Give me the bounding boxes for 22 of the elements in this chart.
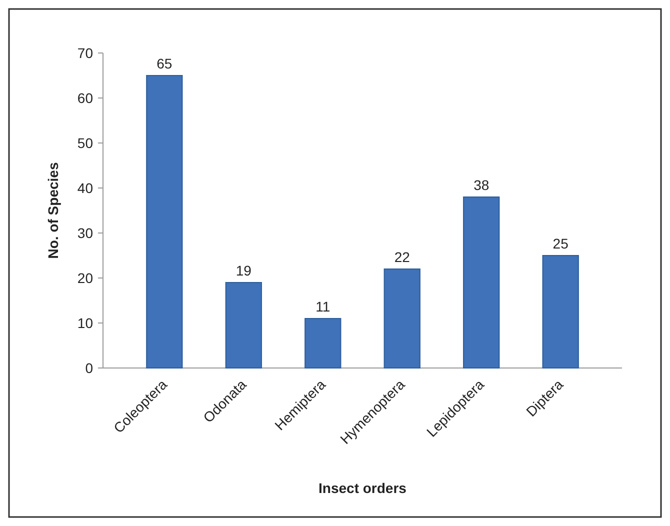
bar <box>225 282 262 368</box>
data-label: 11 <box>316 298 330 314</box>
data-label: 65 <box>156 56 172 72</box>
y-axis-title: No. of Species <box>45 162 61 259</box>
y-tick-label: 40 <box>77 180 94 196</box>
y-tick-label: 50 <box>77 134 94 151</box>
y-tick-label: 60 <box>77 90 94 106</box>
data-label: 38 <box>474 177 490 193</box>
y-tick-label: 20 <box>77 270 94 286</box>
y-tick-label: 0 <box>85 360 94 376</box>
bar <box>304 318 342 368</box>
bar <box>146 75 183 368</box>
y-tick-label: 10 <box>77 314 94 331</box>
bar <box>463 196 500 368</box>
data-label: 25 <box>552 236 569 252</box>
x-axis-title: Insect orders <box>318 480 407 496</box>
y-tick-label: 70 <box>77 44 94 61</box>
y-tick-label: 30 <box>77 224 94 241</box>
bar <box>542 255 579 368</box>
data-label: 22 <box>394 249 410 265</box>
data-label: 19 <box>236 262 252 278</box>
bar <box>384 268 420 368</box>
